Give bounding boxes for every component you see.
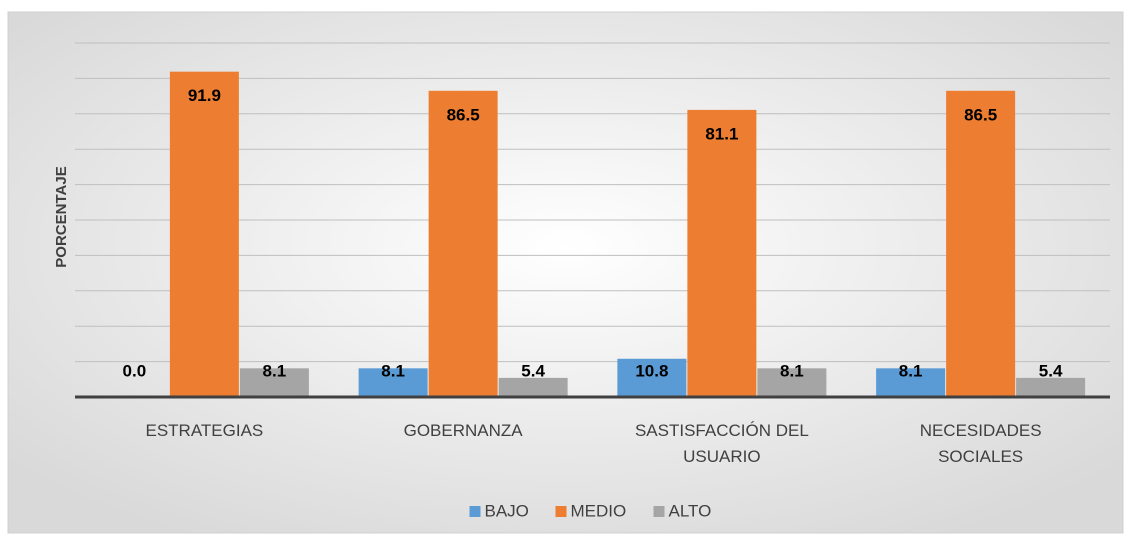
x-tick-label: NECESIDADES SOCIALES [919,421,1042,466]
legend-label: MEDIO [571,501,627,520]
y-axis-title: PORCENTAJE [53,166,70,267]
legend-swatch [653,506,665,517]
bar [169,71,239,397]
data-label: 86.5 [447,105,480,124]
data-label: 5.4 [521,361,545,380]
bar [946,90,1016,397]
bar [757,368,827,397]
legend-swatch [469,506,481,517]
legend-label: ALTO [669,501,712,520]
data-label: 8.1 [263,361,287,380]
bar [428,90,498,397]
data-label: 0.0 [123,361,147,380]
data-label: 8.1 [780,361,804,380]
bar [687,109,757,397]
data-label: 10.8 [635,361,668,380]
bar [876,368,946,397]
bar [617,358,687,397]
data-label: 8.1 [899,361,923,380]
bar [498,377,568,397]
data-label: 81.1 [705,124,738,143]
data-label: 91.9 [188,86,221,105]
x-tick-label: GOBERNANZA [403,421,523,440]
data-label: 86.5 [964,105,997,124]
bar [1016,377,1086,397]
legend-label: BAJO [485,501,529,520]
legend-swatch [555,506,567,517]
x-tick-label: SASTISFACCIÓN DEL USUARIO [634,421,809,466]
bar [358,368,428,397]
bar [239,368,309,397]
data-label: 5.4 [1039,361,1063,380]
x-tick-label: ESTRATEGIAS [145,421,264,440]
data-label: 8.1 [381,361,405,380]
